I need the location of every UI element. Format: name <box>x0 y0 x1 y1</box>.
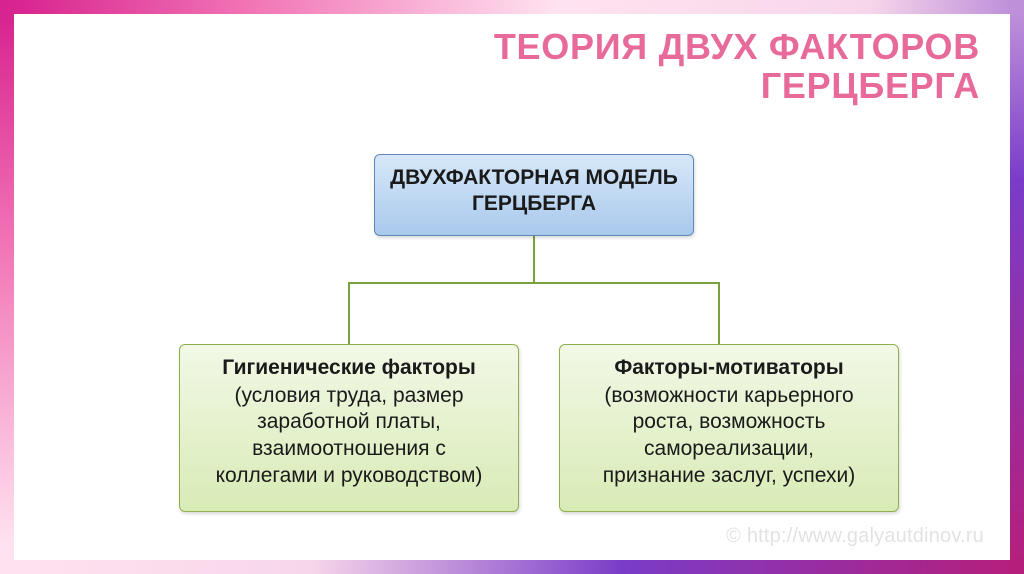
root-box: ДВУХФАКТОРНАЯ МОДЕЛЬ ГЕРЦБЕРГА <box>374 154 694 236</box>
child-box-motivators-body: (возможности карьерного роста, возможнос… <box>574 383 884 491</box>
connector-v-right <box>718 282 720 344</box>
root-box-title: ДВУХФАКТОРНАЯ МОДЕЛЬ ГЕРЦБЕРГА <box>389 165 679 216</box>
connector-v-root <box>533 236 535 284</box>
child-box-hygiene-body: (условия труда, размер заработной платы,… <box>194 383 504 491</box>
child-box-motivators-title: Факторы-мотиваторы <box>574 355 884 381</box>
connector-v-left <box>348 282 350 344</box>
child-box-hygiene: Гигиенические факторы (условия труда, ра… <box>179 344 519 512</box>
watermark-text: © http://www.galyautdinov.ru <box>726 525 984 548</box>
child-box-hygiene-title: Гигиенические факторы <box>194 355 504 381</box>
connector-h-bar <box>348 282 720 284</box>
slide-canvas: ТЕОРИЯ ДВУХ ФАКТОРОВ ГЕРЦБЕРГА ДВУХФАКТО… <box>14 14 1010 560</box>
child-box-motivators: Факторы-мотиваторы (возможности карьерно… <box>559 344 899 512</box>
slide-title: ТЕОРИЯ ДВУХ ФАКТОРОВ ГЕРЦБЕРГА <box>420 28 980 106</box>
